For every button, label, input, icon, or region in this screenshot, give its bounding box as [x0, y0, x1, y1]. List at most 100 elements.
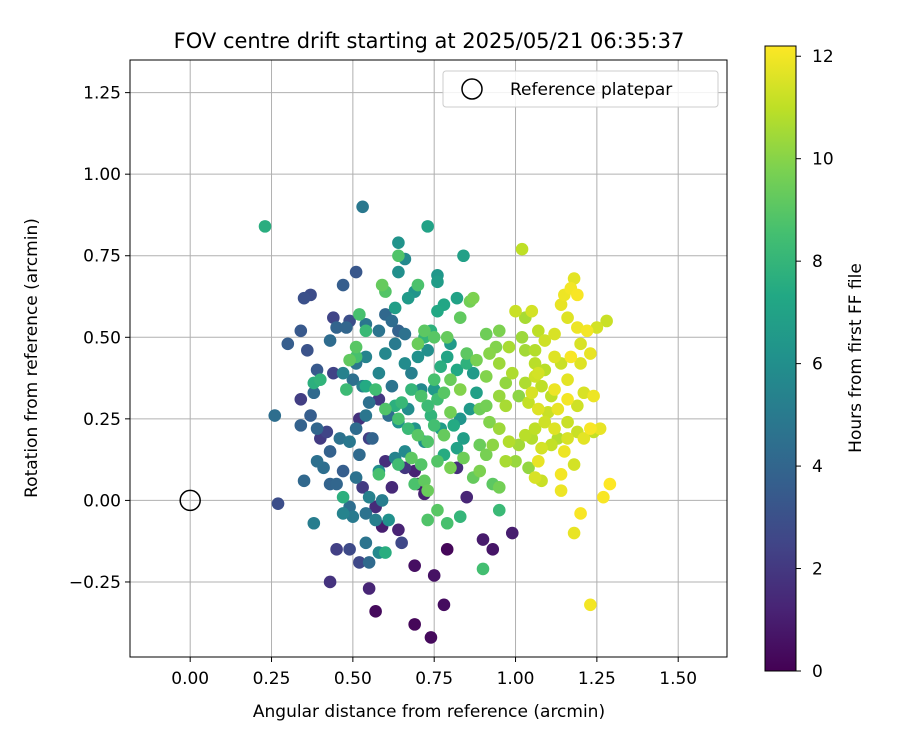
data-point: [532, 366, 545, 380]
data-point: [554, 298, 568, 311]
data-point: [392, 412, 405, 426]
data-point: [304, 409, 317, 422]
data-point: [457, 451, 470, 465]
data-point: [466, 291, 480, 305]
data-point: [343, 435, 356, 448]
data-point: [548, 327, 561, 341]
data-point: [333, 432, 347, 445]
data-point: [392, 265, 405, 279]
data-point: [320, 425, 334, 439]
colorbar-tick-label: 6: [812, 355, 823, 375]
data-point: [310, 422, 324, 435]
data-point: [307, 386, 321, 400]
data-point: [424, 409, 438, 422]
data-point: [408, 618, 421, 631]
legend-reference-marker: [461, 78, 483, 100]
data-point: [460, 357, 474, 370]
data-point: [444, 461, 457, 475]
data-point: [330, 477, 343, 491]
data-point: [359, 350, 373, 364]
data-point: [327, 366, 340, 380]
data-point: [372, 392, 386, 406]
data-point: [518, 344, 532, 357]
data-point: [359, 324, 373, 338]
y-tick-label: 1.00: [83, 165, 121, 185]
data-point: [395, 536, 408, 550]
data-point: [564, 350, 578, 364]
x-axis: 0.00 0.25 0.50 0.75 1.00 1.25 1.50: [171, 657, 697, 689]
data-point: [431, 304, 444, 318]
data-point: [375, 278, 389, 292]
data-point: [375, 494, 389, 507]
data-point: [258, 220, 272, 233]
data-point: [587, 389, 600, 403]
data-point: [362, 396, 376, 409]
data-point: [369, 513, 382, 527]
data-point: [473, 464, 487, 478]
legend-reference-label: Reference platepar: [510, 80, 672, 100]
data-point: [574, 357, 587, 370]
x-tick-label: 0.00: [171, 669, 209, 689]
data-point: [369, 383, 382, 396]
colorbar-gradient: [764, 45, 797, 672]
data-point: [483, 415, 496, 429]
data-point: [330, 543, 343, 556]
data-point: [385, 481, 399, 494]
data-point: [470, 353, 483, 367]
data-point: [538, 334, 552, 347]
data-point: [548, 422, 561, 435]
data-point: [450, 441, 464, 455]
data-point: [440, 543, 454, 556]
data-point: [561, 373, 574, 387]
data-point: [600, 314, 613, 328]
y-tick-label: 0.25: [83, 410, 121, 430]
data-point: [421, 399, 434, 413]
reference-layer: [179, 489, 201, 512]
data-point: [431, 454, 444, 468]
data-point: [427, 419, 441, 432]
data-point: [382, 513, 395, 527]
data-point: [408, 559, 421, 572]
data-point: [551, 402, 565, 416]
data-point: [411, 350, 425, 364]
data-point: [453, 311, 467, 325]
data-point: [343, 353, 356, 367]
data-point: [466, 366, 480, 380]
data-point: [535, 441, 548, 455]
data-point: [405, 366, 418, 380]
data-point: [447, 419, 461, 432]
data-point: [379, 402, 392, 416]
data-point: [476, 533, 490, 546]
data-point: [405, 383, 418, 396]
data-point: [353, 448, 366, 462]
data-point: [349, 422, 363, 435]
data-point: [408, 477, 421, 491]
data-point: [437, 386, 451, 400]
x-tick-label: 1.25: [578, 669, 616, 689]
data-point: [323, 575, 337, 589]
data-point: [532, 324, 545, 338]
data-point: [528, 357, 542, 370]
data-point: [518, 428, 532, 442]
data-point: [372, 324, 386, 338]
data-point: [427, 383, 441, 396]
data-point: [388, 301, 402, 315]
data-point: [314, 373, 327, 387]
data-point: [440, 330, 454, 344]
data-point: [584, 347, 597, 360]
colorbar-tick-label: 10: [812, 150, 834, 170]
y-tick-label: −0.25: [69, 573, 121, 593]
x-tick-label: 1.50: [659, 669, 697, 689]
data-point: [414, 458, 428, 471]
data-point: [268, 409, 282, 422]
data-point: [271, 497, 285, 510]
data-point: [525, 304, 539, 318]
data-point: [567, 526, 581, 540]
data-point: [427, 373, 441, 387]
data-point: [385, 314, 399, 328]
data-point: [561, 432, 574, 445]
data-point: [281, 337, 295, 351]
data-point: [379, 546, 392, 559]
data-point: [297, 291, 311, 305]
data-point: [515, 242, 529, 256]
